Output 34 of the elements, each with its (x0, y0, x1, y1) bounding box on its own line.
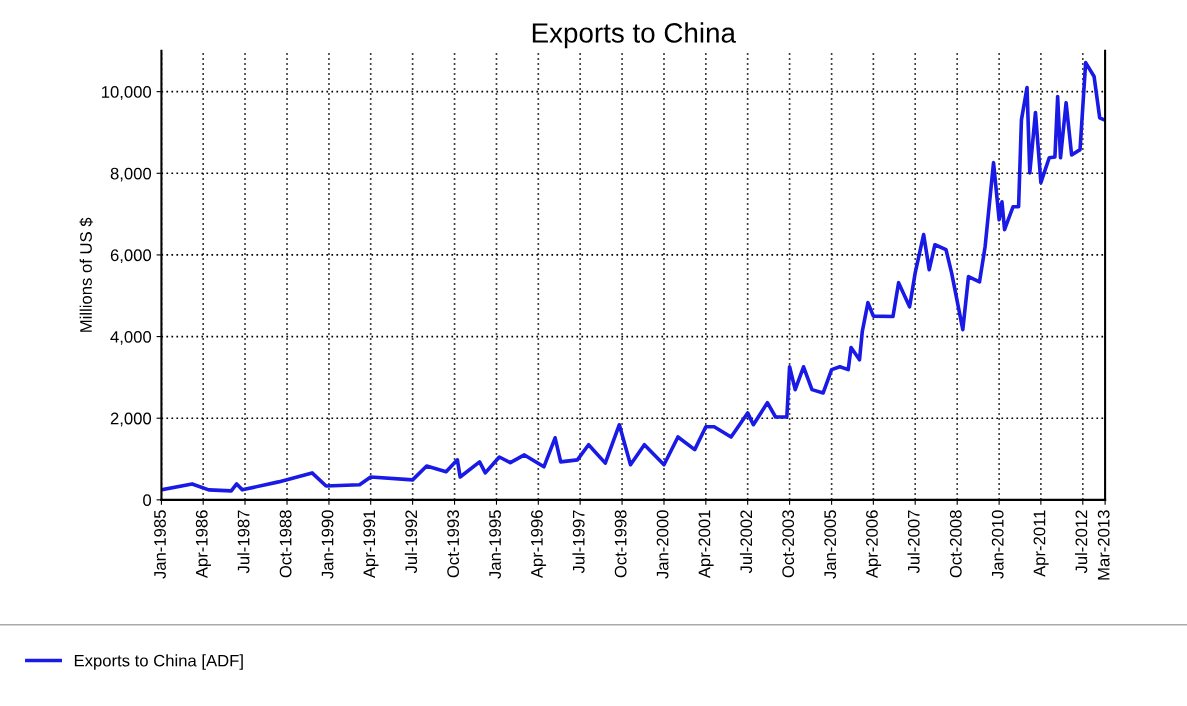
x-tick-label: Apr-1996 (530, 510, 547, 579)
x-tick-label: Oct-1993 (447, 510, 460, 578)
x-tick-label: Jan-1985 (154, 510, 166, 579)
x-tick-label: Apr-2001 (698, 510, 714, 579)
y-tick-label: 6,000 (110, 249, 152, 264)
x-tick-label: Oct-1998 (614, 510, 627, 578)
x-tick-label: Jan-1995 (489, 510, 501, 579)
y-tick-label: 8,000 (110, 167, 152, 182)
x-tick-label: Jan-2010 (991, 510, 1004, 579)
legend-label: Exports to China [ADF] (74, 654, 243, 670)
x-tick-label: Jan-2005 (824, 510, 837, 579)
x-tick-label: Apr-2006 (866, 510, 882, 579)
x-tick-label: Jan-1990 (321, 510, 334, 579)
x-tick-label: Jul-1987 (237, 510, 250, 574)
x-tick-label: Mar-2013 (1097, 510, 1110, 580)
y-axis-title: Millions of US $ (79, 217, 93, 332)
x-tick-label: Apr-1991 (363, 510, 379, 579)
x-tick-label: Jul-2002 (739, 510, 753, 574)
y-tick-label: 2,000 (110, 412, 152, 427)
x-tick-label: Oct-2003 (782, 510, 795, 578)
y-tick-label: 4,000 (110, 330, 152, 345)
x-tick-label: Oct-1988 (279, 510, 292, 578)
x-tick-label: Jul-2012 (1075, 510, 1088, 574)
chart-title: Exports to China (532, 22, 736, 49)
x-tick-label: Apr-1986 (195, 510, 211, 579)
x-tick-label: Jul-1992 (404, 510, 418, 574)
x-tick-label: Jan-2000 (656, 510, 669, 579)
y-tick-label: 0 (143, 494, 152, 507)
line-series (161, 60, 1106, 493)
y-tick-label: 10,000 (102, 86, 152, 100)
x-tick-label: Jul-1997 (572, 510, 585, 574)
x-tick-label: Oct-2008 (949, 510, 962, 578)
x-tick-label: Apr-2011 (1033, 510, 1049, 577)
x-tick-label: Jul-2007 (907, 510, 920, 574)
